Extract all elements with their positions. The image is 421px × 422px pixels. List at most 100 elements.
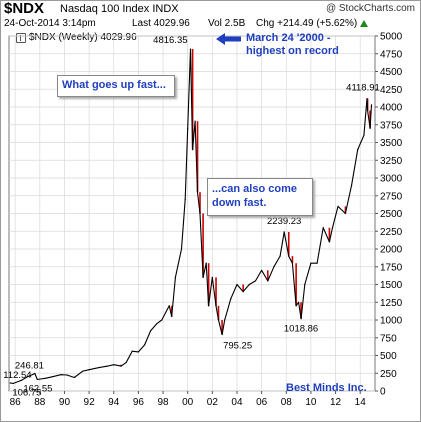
price-point bbox=[208, 305, 210, 307]
y-tick-label: 1750 bbox=[380, 262, 403, 273]
price-point bbox=[161, 319, 163, 321]
y-tick-label: 4250 bbox=[380, 85, 403, 96]
x-tick-label: 14 bbox=[355, 397, 367, 408]
price-point bbox=[120, 365, 122, 367]
y-tick-label: 2000 bbox=[380, 245, 403, 256]
price-point bbox=[51, 376, 53, 378]
y-tick-label: 1250 bbox=[380, 298, 403, 309]
y-tick-label: 3750 bbox=[380, 120, 403, 131]
price-point bbox=[300, 318, 302, 320]
copyright-label: @ StockCharts.com bbox=[325, 3, 415, 14]
x-tick-label: 00 bbox=[182, 397, 194, 408]
y-tick-label: 3000 bbox=[380, 174, 403, 185]
price-point bbox=[283, 231, 285, 233]
price-point bbox=[45, 377, 47, 379]
price-point bbox=[12, 382, 14, 385]
price-point bbox=[113, 364, 115, 366]
price-point bbox=[184, 198, 186, 200]
x-tick-label: 88 bbox=[34, 397, 46, 408]
price-point bbox=[316, 262, 318, 264]
price-point bbox=[88, 369, 90, 371]
value-label: 246.81 bbox=[15, 360, 44, 371]
price-point bbox=[156, 322, 158, 325]
candlestick-icon bbox=[16, 32, 26, 43]
price-point bbox=[370, 104, 373, 106]
x-tick-label: 98 bbox=[157, 397, 169, 408]
price-point bbox=[267, 280, 269, 282]
price-point bbox=[196, 191, 199, 193]
y-tick-label: 250 bbox=[380, 369, 397, 380]
price-change: Chg +214.49 (+5.62%) bbox=[256, 18, 368, 29]
price-point bbox=[194, 120, 196, 122]
price-point bbox=[291, 262, 294, 264]
price-point bbox=[331, 227, 334, 229]
price-point bbox=[221, 333, 223, 336]
price-point bbox=[367, 109, 369, 112]
y-tick-label: 4750 bbox=[380, 49, 403, 60]
price-point bbox=[344, 212, 347, 215]
price-point bbox=[236, 283, 238, 286]
value-label: 2239.23 bbox=[267, 216, 301, 227]
x-tick-label: 86 bbox=[10, 397, 22, 408]
value-label: 1018.86 bbox=[284, 324, 318, 335]
price-point bbox=[369, 127, 371, 129]
price-point bbox=[230, 298, 232, 300]
price-point bbox=[73, 376, 75, 379]
price-change-label: Chg +214.49 (+5.62%) bbox=[256, 18, 358, 29]
price-point bbox=[242, 291, 244, 293]
price-point bbox=[304, 283, 306, 286]
price-point bbox=[171, 315, 173, 318]
price-point bbox=[363, 134, 365, 136]
price-point bbox=[217, 319, 220, 321]
arrow-left-icon bbox=[216, 33, 241, 45]
price-point bbox=[143, 344, 146, 346]
index-name: Nasdaq 100 Index INDX bbox=[60, 3, 179, 15]
price-point bbox=[254, 280, 257, 282]
price-point bbox=[98, 366, 100, 369]
price-point bbox=[350, 184, 353, 186]
y-tick-label: 1000 bbox=[380, 316, 403, 327]
price-point bbox=[199, 212, 201, 215]
price-point bbox=[20, 379, 22, 381]
price-point bbox=[328, 241, 331, 243]
x-tick-label: 90 bbox=[59, 397, 71, 408]
price-point bbox=[205, 262, 207, 264]
x-tick-label: 12 bbox=[330, 397, 342, 408]
watermark: Best Minds Inc. bbox=[286, 382, 367, 394]
y-tick-label: 3250 bbox=[380, 156, 403, 167]
price-point bbox=[189, 48, 192, 50]
price-point bbox=[66, 374, 68, 376]
value-label: 795.25 bbox=[223, 341, 252, 352]
x-tick-label: 02 bbox=[207, 397, 219, 408]
price-point bbox=[187, 127, 189, 129]
price-point bbox=[9, 382, 11, 384]
price-point bbox=[202, 276, 204, 278]
x-tick-label: 08 bbox=[281, 397, 293, 408]
y-tick-label: 2750 bbox=[380, 191, 403, 202]
series-legend: $NDX (Weekly) 4029.96 bbox=[16, 32, 137, 43]
price-point bbox=[180, 248, 183, 250]
price-point bbox=[310, 262, 312, 264]
y-tick-label: 1500 bbox=[380, 280, 403, 291]
value-label: 162.55 bbox=[23, 383, 52, 394]
price-point bbox=[215, 305, 217, 307]
volume: Vol 2.5B bbox=[208, 18, 246, 29]
price-point bbox=[60, 374, 62, 376]
y-tick-label: 4000 bbox=[380, 103, 403, 114]
price-point bbox=[337, 205, 339, 207]
y-tick-label: 0 bbox=[380, 387, 386, 398]
price-point bbox=[106, 365, 109, 367]
value-label: 112.54 bbox=[3, 370, 31, 381]
price-point bbox=[261, 269, 263, 271]
series-legend-label: $NDX (Weekly) 4029.96 bbox=[29, 32, 137, 43]
price-point bbox=[279, 255, 281, 257]
price-point bbox=[131, 350, 133, 352]
quote-date: 24-Oct-2014 3:14pm bbox=[4, 18, 96, 29]
y-tick-label: 5000 bbox=[380, 32, 403, 43]
price-point bbox=[36, 378, 38, 381]
x-tick-label: 96 bbox=[133, 397, 145, 408]
price-point bbox=[273, 266, 275, 268]
price-point bbox=[288, 255, 290, 257]
x-tick-label: 92 bbox=[84, 397, 96, 408]
